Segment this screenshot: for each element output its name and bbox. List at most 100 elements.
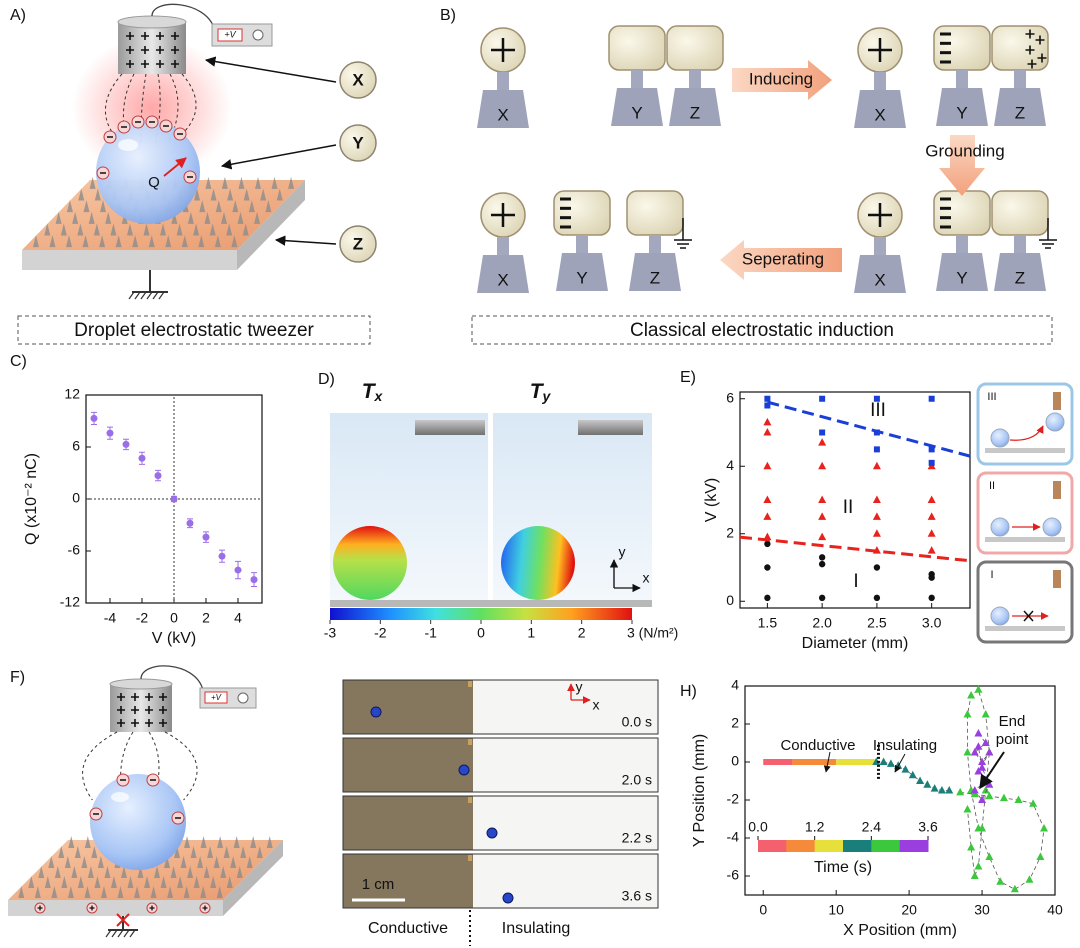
inset-label: II	[989, 480, 995, 492]
point	[90, 414, 98, 422]
inset-electrode	[1053, 570, 1061, 588]
point	[981, 738, 990, 746]
y-tick-label: 6	[72, 438, 80, 454]
substrate-side	[223, 840, 283, 916]
pedestal-base	[556, 253, 608, 291]
spike	[210, 188, 217, 201]
spike	[94, 188, 101, 201]
point	[106, 429, 114, 437]
panel-label: A)	[10, 7, 26, 24]
frame-insulating	[473, 680, 658, 734]
process-label: Grounding	[925, 141, 1004, 160]
pedestal-base	[994, 253, 1046, 291]
spike	[105, 211, 112, 224]
plus-sign	[868, 38, 892, 62]
y-tick-label: -6	[68, 542, 81, 558]
plus-sign	[145, 706, 153, 714]
spike	[110, 223, 117, 236]
point	[218, 552, 226, 560]
spike	[74, 846, 81, 858]
spike	[164, 856, 171, 868]
inset-droplet	[990, 428, 1010, 448]
x-tick-label: 20	[901, 902, 917, 918]
spike	[194, 188, 201, 201]
plus-sign	[145, 693, 153, 701]
x-tick-label: 2.0	[812, 615, 832, 631]
spike	[254, 176, 261, 189]
voltage-label: +V	[224, 29, 236, 39]
spike	[174, 846, 181, 858]
panel-label: F)	[10, 669, 25, 686]
x-tick-label: 1.5	[758, 615, 778, 631]
pedestal-neck	[1014, 70, 1026, 88]
colorbar-segment	[843, 840, 872, 852]
spike	[256, 846, 263, 858]
power-display	[217, 28, 243, 42]
fit-line	[766, 400, 971, 458]
spike	[51, 886, 58, 898]
x-tick-label: 0	[170, 610, 178, 626]
spike	[93, 223, 100, 236]
colorbar-tick-label: 0	[477, 625, 485, 641]
spike	[237, 211, 244, 224]
pedestal-neck	[631, 70, 643, 88]
spike	[110, 876, 117, 888]
point	[928, 594, 935, 602]
point	[234, 566, 242, 574]
spike	[77, 876, 84, 888]
plus-sign	[117, 706, 125, 714]
needle	[468, 797, 472, 803]
needle	[468, 739, 472, 745]
spike	[100, 886, 107, 898]
inset-cross	[1023, 610, 1034, 622]
plus-sign	[868, 203, 892, 227]
spike	[132, 235, 139, 248]
point	[122, 440, 130, 448]
spike	[276, 188, 283, 201]
inset-droplet	[1042, 517, 1062, 537]
droplet-highlight	[111, 792, 129, 802]
disconnect-mark	[116, 913, 130, 927]
point	[1010, 884, 1019, 893]
panel-label: D)	[318, 371, 335, 388]
spike	[115, 235, 122, 248]
region-label: Insulating	[502, 920, 571, 937]
spike	[204, 211, 211, 224]
point	[872, 512, 881, 520]
point	[1040, 824, 1049, 832]
spike	[217, 836, 224, 848]
x-tick-label: 30	[974, 902, 990, 918]
spike	[81, 856, 88, 868]
x-tick-label: 0	[759, 902, 767, 918]
ground-hatch	[129, 929, 136, 938]
colorbar-tick-label: 1	[527, 625, 535, 641]
point	[928, 446, 935, 453]
ground-hatch	[158, 291, 165, 300]
pedestal-neck	[874, 72, 886, 90]
needle	[468, 681, 472, 687]
point	[873, 446, 880, 453]
spike	[28, 876, 35, 888]
x-axis-title: Diameter (mm)	[802, 635, 909, 652]
plus-sign	[171, 60, 179, 68]
negative-charge	[940, 60, 951, 64]
negative-charge	[560, 197, 571, 201]
time-label: 2.2 s	[622, 830, 652, 846]
spike	[243, 188, 250, 201]
y-tick-label: -12	[60, 594, 80, 610]
y-tick-label: 6	[726, 389, 734, 405]
pointer	[274, 235, 337, 246]
spike	[184, 836, 191, 848]
point	[970, 789, 979, 798]
regime-label: II	[843, 497, 854, 518]
label-badge	[339, 124, 377, 162]
spike	[104, 866, 111, 878]
droplet	[370, 706, 382, 718]
x-axis-title: X Position (mm)	[843, 922, 957, 939]
frame-insulating	[473, 796, 658, 850]
charge-arrow	[163, 157, 187, 177]
plus-sign	[37, 905, 43, 911]
stress-title: Ty	[530, 380, 552, 404]
regime-label: I	[853, 571, 858, 592]
